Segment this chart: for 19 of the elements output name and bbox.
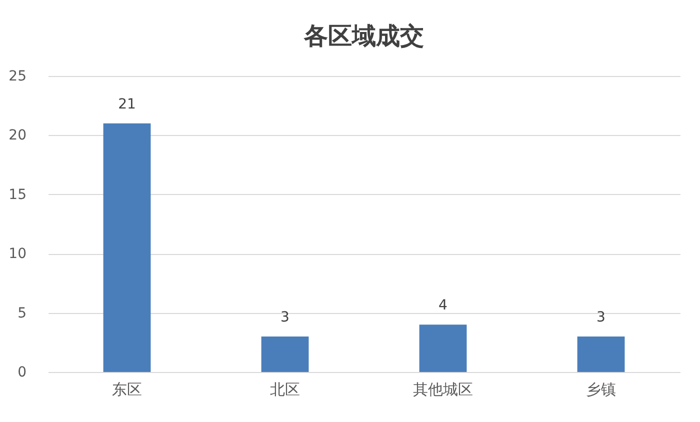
bar — [103, 123, 151, 372]
x-tick-label: 其他城区 — [413, 380, 473, 398]
y-tick-label: 0 — [18, 364, 26, 380]
x-tick-label: 乡镇 — [586, 380, 616, 398]
y-tick-label: 15 — [8, 186, 26, 203]
data-label: 21 — [118, 96, 136, 112]
data-label: 4 — [438, 298, 448, 314]
y-tick-label: 5 — [18, 305, 26, 322]
data-label: 3 — [280, 309, 290, 326]
y-tick-label: 25 — [8, 68, 26, 84]
chart-title: 各区域成交 — [303, 22, 424, 50]
bar — [419, 324, 467, 372]
y-tick-label: 10 — [8, 246, 26, 262]
x-tick-label: 东区 — [112, 380, 142, 398]
x-tick-label: 北区 — [270, 380, 300, 398]
bar — [577, 336, 625, 372]
y-tick-label: 20 — [8, 128, 26, 144]
bar — [261, 336, 309, 372]
data-label: 3 — [596, 309, 606, 326]
